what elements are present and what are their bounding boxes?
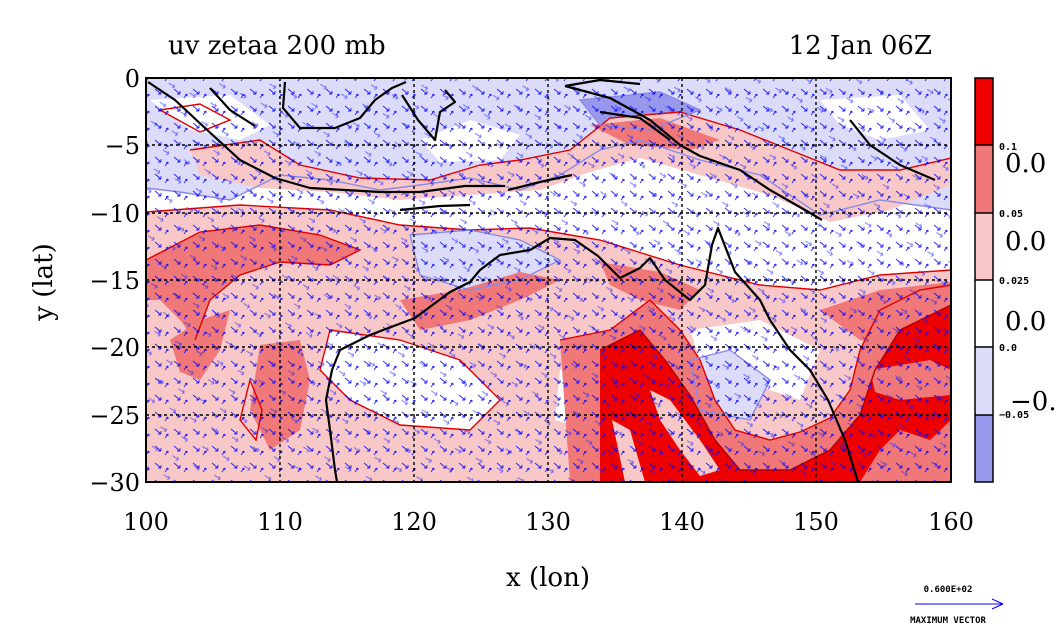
x-tick-label-5: 150 [793,508,839,536]
colorbar-band-5 [975,415,993,482]
y-tick-label-3: −15 [89,267,140,295]
colorbar-small-label-4: −0.05 [999,410,1029,421]
x-tick-label-6: 160 [928,508,974,536]
colorbar-large-label-1: 0.0 [1005,227,1046,257]
x-axis-label: x (lon) [506,563,590,593]
x-tick-label-0: 100 [123,508,169,536]
colorbar-band-4 [975,347,993,415]
y-tick-label-4: −20 [89,334,140,362]
colorbar-band-2 [975,213,993,280]
map-title: uv zetaa 200 mb [168,31,386,61]
colorbar: 0.1 0.05 0.025 0.0 −0.05 0.0 0.0 0.0 −0. [974,77,1057,483]
x-tick-label-4: 140 [659,508,705,536]
vector-key-caption: MAXIMUM VECTOR [910,616,986,626]
x-tick-label-2: 120 [391,508,437,536]
map-plot-area [145,77,952,483]
colorbar-large-label-0: 0.0 [1005,149,1046,179]
map-timestamp: 12 Jan 06Z [789,31,932,61]
colorbar-small-label-2: 0.025 [999,276,1029,287]
x-tick-label-1: 110 [257,508,303,536]
map-frame [145,77,952,483]
colorbar-band-1 [975,145,993,213]
y-axis-label: y (lat) [29,243,59,322]
colorbar-band-0 [975,78,993,145]
y-tick-label-5: −25 [89,402,140,430]
y-tick-label-1: −5 [105,132,140,160]
y-tick-label-6: −30 [89,469,140,497]
vector-key-value: 0.600E+02 [924,585,973,595]
coastlines [147,78,936,482]
y-tick-label-0: 0 [125,65,140,93]
colorbar-small-label-0: 0.1 [999,142,1017,153]
vector-key: 0.600E+02 MAXIMUM VECTOR [910,585,1004,626]
vector-key-arrow-icon [915,598,1004,610]
colorbar-large-label-3: −0. [1010,387,1057,417]
x-axis: 100 110 120 130 140 150 160 x (lon) [123,508,974,593]
lat-lon-gridlines [146,78,951,482]
x-tick-label-3: 130 [525,508,571,536]
y-tick-label-2: −10 [89,200,140,228]
colorbar-band-3 [975,280,993,347]
colorbar-large-label-2: 0.0 [1005,307,1046,337]
colorbar-small-label-3: 0.0 [999,343,1017,354]
y-axis: 0 −5 −10 −15 −20 −25 −30 y (lat) [29,65,140,497]
colorbar-small-label-1: 0.05 [999,209,1023,220]
